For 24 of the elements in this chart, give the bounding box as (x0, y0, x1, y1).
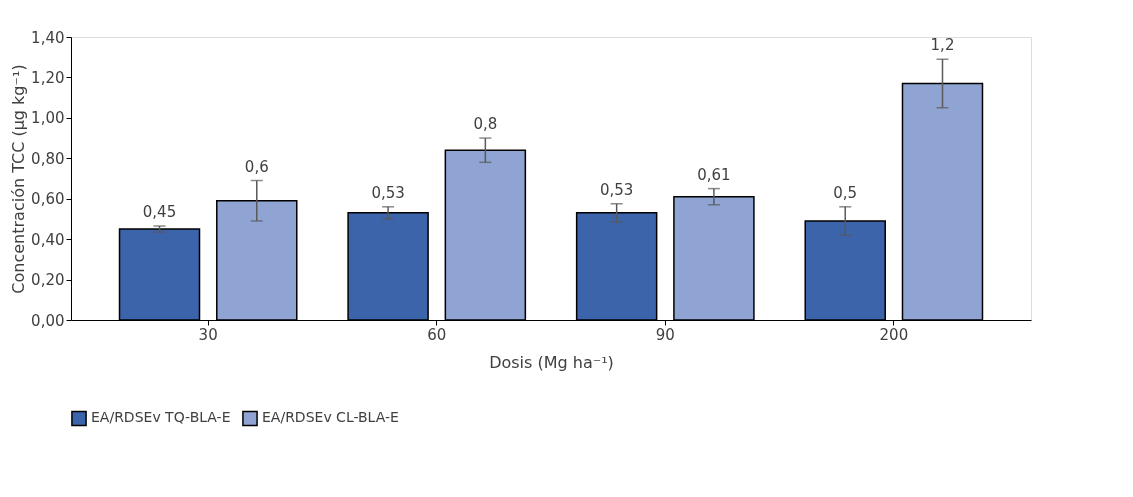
x-tick-label: 90 (655, 325, 675, 344)
y-tick-label: 1,40 (31, 28, 65, 47)
y-axis-title: Concentración TCC (µg kg⁻¹) (9, 64, 29, 294)
data-label: 0,5 (833, 183, 858, 202)
y-tick-label: 0,20 (31, 271, 65, 290)
x-tick-label: 200 (879, 325, 909, 344)
y-tick-label: 1,00 (31, 109, 65, 128)
data-label: 0,45 (142, 203, 177, 221)
data-label: 1,2 (930, 36, 955, 55)
legend-label: EA/RDSEv TQ-BLA-E (91, 409, 231, 426)
y-tick-label: 0,00 (31, 311, 65, 330)
data-label: 0,53 (599, 180, 634, 199)
y-tick-label: 0,80 (31, 149, 65, 168)
data-label: 0,61 (697, 165, 731, 184)
legend-label: EA/RDSEv CL-BLA-E (262, 409, 399, 426)
y-tick-label: 0,40 (31, 230, 65, 249)
data-label: 0,53 (371, 183, 405, 202)
y-tick-label: 0,60 (31, 190, 65, 209)
y-tick-label: 1,20 (31, 68, 65, 87)
data-label: 0,6 (244, 157, 269, 176)
x-tick-label: 30 (198, 325, 218, 344)
x-tick-label: 60 (427, 325, 447, 344)
data-label: 0,8 (473, 115, 498, 134)
x-axis-title: Dosis (Mg ha⁻¹) (489, 352, 614, 372)
